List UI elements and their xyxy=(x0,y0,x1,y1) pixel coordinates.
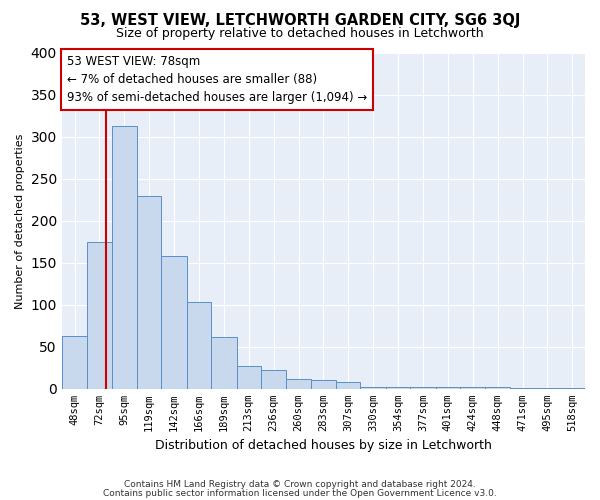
Bar xyxy=(112,126,137,389)
X-axis label: Distribution of detached houses by size in Letchworth: Distribution of detached houses by size … xyxy=(155,440,492,452)
Bar xyxy=(336,382,361,389)
Text: 53 WEST VIEW: 78sqm
← 7% of detached houses are smaller (88)
93% of semi-detache: 53 WEST VIEW: 78sqm ← 7% of detached hou… xyxy=(67,54,367,104)
Bar xyxy=(311,380,336,389)
Bar xyxy=(261,370,286,389)
Bar xyxy=(361,387,386,389)
Text: 53, WEST VIEW, LETCHWORTH GARDEN CITY, SG6 3QJ: 53, WEST VIEW, LETCHWORTH GARDEN CITY, S… xyxy=(80,12,520,28)
Bar xyxy=(560,388,585,389)
Bar xyxy=(286,378,311,389)
Text: Size of property relative to detached houses in Letchworth: Size of property relative to detached ho… xyxy=(116,28,484,40)
Bar xyxy=(187,302,211,389)
Bar xyxy=(137,196,161,389)
Bar xyxy=(460,387,485,389)
Bar xyxy=(386,387,410,389)
Bar xyxy=(510,388,535,389)
Y-axis label: Number of detached properties: Number of detached properties xyxy=(15,133,25,308)
Bar xyxy=(485,387,510,389)
Bar xyxy=(410,387,436,389)
Bar xyxy=(161,256,187,389)
Bar xyxy=(535,388,560,389)
Bar xyxy=(87,242,112,389)
Bar xyxy=(236,366,261,389)
Text: Contains public sector information licensed under the Open Government Licence v3: Contains public sector information licen… xyxy=(103,488,497,498)
Bar xyxy=(62,336,87,389)
Bar xyxy=(436,387,460,389)
Bar xyxy=(211,337,236,389)
Text: Contains HM Land Registry data © Crown copyright and database right 2024.: Contains HM Land Registry data © Crown c… xyxy=(124,480,476,489)
